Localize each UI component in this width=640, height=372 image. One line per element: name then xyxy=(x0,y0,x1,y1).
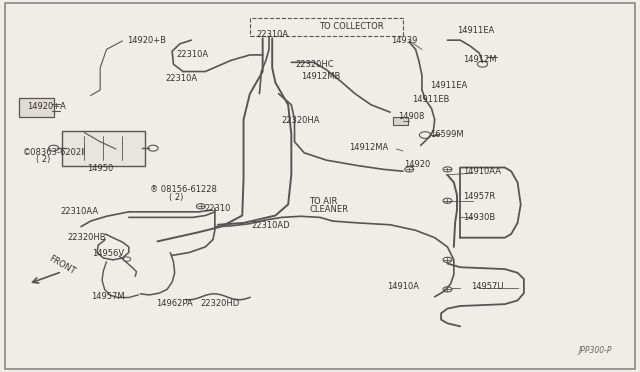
FancyBboxPatch shape xyxy=(19,98,54,117)
Text: 22310AA: 22310AA xyxy=(61,206,99,216)
FancyBboxPatch shape xyxy=(62,131,145,166)
Text: 14911EA: 14911EA xyxy=(429,81,467,90)
Text: 14911EA: 14911EA xyxy=(457,26,494,35)
Text: 14930B: 14930B xyxy=(463,213,495,222)
FancyBboxPatch shape xyxy=(4,3,636,369)
Text: 14920+A: 14920+A xyxy=(27,102,66,111)
Text: FRONT: FRONT xyxy=(47,254,77,276)
Text: 14957M: 14957M xyxy=(91,292,124,301)
Text: 14908: 14908 xyxy=(397,112,424,121)
Text: 14912M: 14912M xyxy=(463,55,497,64)
Text: 22320HA: 22320HA xyxy=(282,116,320,125)
Text: 14950: 14950 xyxy=(87,164,113,173)
Text: TO COLLECTOR: TO COLLECTOR xyxy=(319,22,383,31)
Text: ( 2): ( 2) xyxy=(169,193,183,202)
Text: JPP300-P: JPP300-P xyxy=(579,346,612,355)
Text: 14920: 14920 xyxy=(404,160,430,169)
Text: 22310AD: 22310AD xyxy=(251,221,290,230)
Text: CLEANER: CLEANER xyxy=(309,205,348,215)
Text: 14910AA: 14910AA xyxy=(463,167,501,176)
Text: 22320HD: 22320HD xyxy=(200,299,239,308)
Text: 16599M: 16599M xyxy=(429,130,463,139)
Text: 14910A: 14910A xyxy=(387,282,419,291)
Text: 14911EB: 14911EB xyxy=(412,96,450,105)
Text: 14912MB: 14912MB xyxy=(301,72,340,81)
Text: ©08363-6202Ⅱ: ©08363-6202Ⅱ xyxy=(22,148,86,157)
Text: ( 2): ( 2) xyxy=(36,155,51,164)
Text: 14957U: 14957U xyxy=(471,282,504,291)
Text: 14962PA: 14962PA xyxy=(156,299,193,308)
Text: TO AIR: TO AIR xyxy=(309,197,337,206)
Text: ® 08156-61228: ® 08156-61228 xyxy=(150,185,217,194)
Text: 22310A: 22310A xyxy=(165,74,197,83)
Text: 14956V: 14956V xyxy=(92,249,124,258)
Text: 14939: 14939 xyxy=(392,36,418,45)
Text: 14957R: 14957R xyxy=(463,192,495,201)
Text: 14912MA: 14912MA xyxy=(349,144,388,153)
Text: 14920+B: 14920+B xyxy=(127,36,166,45)
FancyBboxPatch shape xyxy=(393,117,408,125)
Text: 22310A: 22310A xyxy=(177,50,209,59)
Text: 22310A: 22310A xyxy=(256,30,289,39)
Text: 22320HB: 22320HB xyxy=(67,233,106,242)
Text: 22320HC: 22320HC xyxy=(296,60,335,70)
Text: 22310: 22310 xyxy=(204,204,230,214)
